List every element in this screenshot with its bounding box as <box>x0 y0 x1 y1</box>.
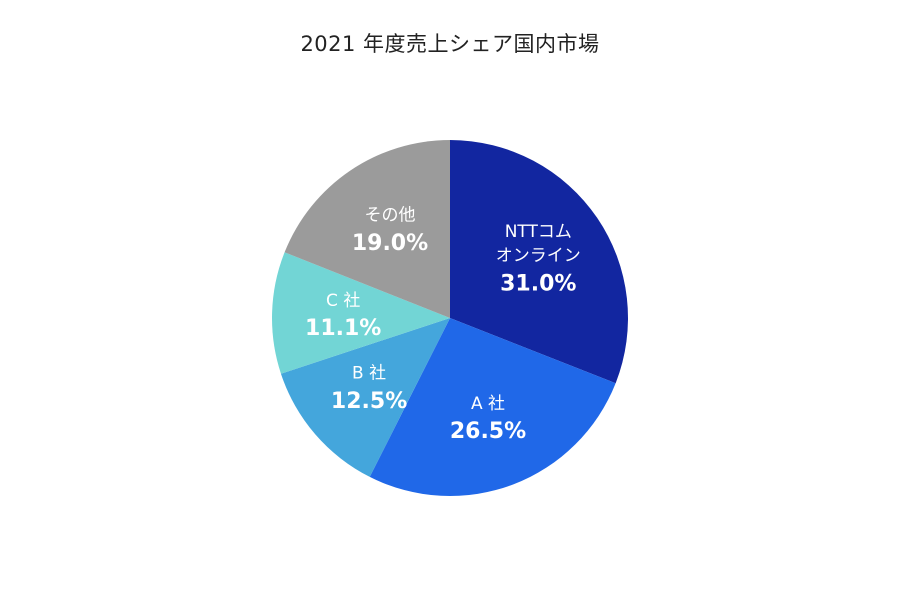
slice-label-1-0: A 社 <box>471 394 505 414</box>
slice-value-1: 26.5% <box>450 419 526 444</box>
chart-title: 2021 年度売上シェア国内市場 <box>300 32 600 56</box>
pie-slice-3 <box>272 252 450 374</box>
slice-value-4: 19.0% <box>352 231 428 256</box>
slice-label-0-1: オンライン <box>496 246 581 266</box>
slice-label-0-0: NTTコム <box>505 222 572 242</box>
slice-value-0: 31.0% <box>500 271 576 296</box>
slice-label-2-0: B 社 <box>352 364 386 384</box>
slice-label-4-0: その他 <box>365 206 416 226</box>
pie-slice-0 <box>450 140 629 384</box>
pie-slice-2 <box>280 318 450 477</box>
pie-slice-1 <box>369 318 616 497</box>
pie-slice-4 <box>284 140 450 318</box>
slice-value-2: 12.5% <box>331 389 407 414</box>
slice-label-3-0: C 社 <box>326 291 360 311</box>
slice-value-3: 11.1% <box>305 316 381 341</box>
